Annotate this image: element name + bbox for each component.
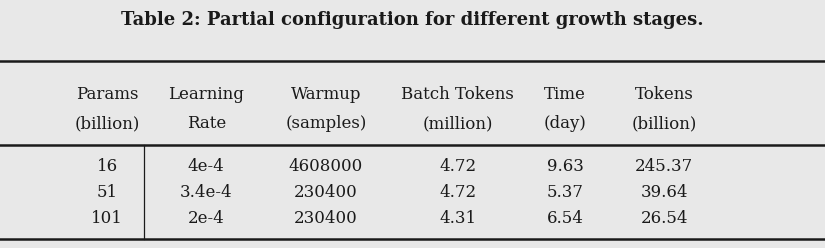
Text: Warmup: Warmup — [290, 86, 361, 103]
Text: Time: Time — [544, 86, 586, 103]
Text: 230400: 230400 — [294, 210, 358, 227]
Text: 6.54: 6.54 — [547, 210, 583, 227]
Text: 2e-4: 2e-4 — [188, 210, 224, 227]
Text: 26.54: 26.54 — [640, 210, 688, 227]
Text: 39.64: 39.64 — [640, 184, 688, 201]
Text: Params: Params — [76, 86, 139, 103]
Text: Table 2: Partial configuration for different growth stages.: Table 2: Partial configuration for diffe… — [121, 11, 704, 29]
Text: 4.31: 4.31 — [439, 210, 476, 227]
Text: 4.72: 4.72 — [439, 158, 476, 175]
Text: (billion): (billion) — [631, 116, 697, 132]
Text: 4608000: 4608000 — [289, 158, 363, 175]
Text: 3.4e-4: 3.4e-4 — [180, 184, 233, 201]
Text: 16: 16 — [97, 158, 118, 175]
Text: Rate: Rate — [186, 116, 226, 132]
Text: (billion): (billion) — [74, 116, 140, 132]
Text: 230400: 230400 — [294, 184, 358, 201]
Text: (day): (day) — [544, 116, 587, 132]
Text: Learning: Learning — [168, 86, 244, 103]
Text: (samples): (samples) — [285, 116, 366, 132]
Text: 245.37: 245.37 — [635, 158, 693, 175]
Text: 4.72: 4.72 — [439, 184, 476, 201]
Text: (million): (million) — [422, 116, 493, 132]
Text: 5.37: 5.37 — [547, 184, 583, 201]
Text: 101: 101 — [92, 210, 123, 227]
Text: 9.63: 9.63 — [547, 158, 583, 175]
Text: 51: 51 — [97, 184, 118, 201]
Text: Tokens: Tokens — [634, 86, 694, 103]
Text: Batch Tokens: Batch Tokens — [402, 86, 514, 103]
Text: 4e-4: 4e-4 — [188, 158, 224, 175]
